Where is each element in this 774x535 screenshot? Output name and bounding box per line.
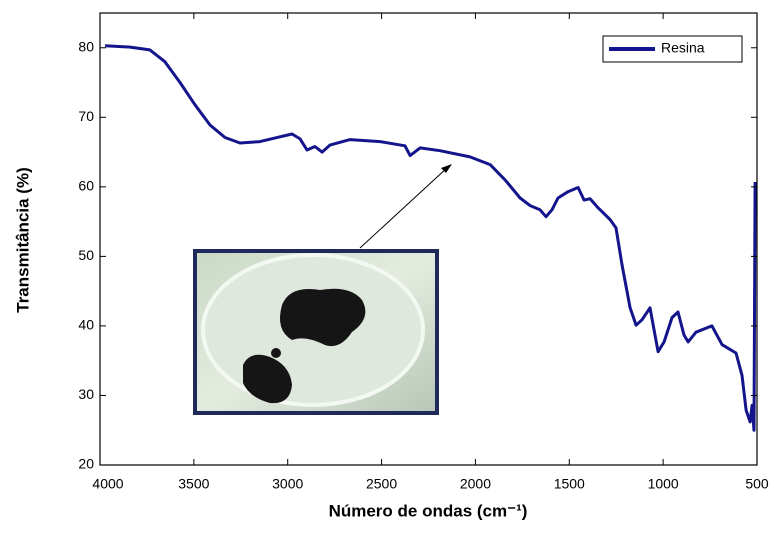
x-tick-label: 1000 bbox=[648, 476, 679, 492]
x-tick-label: 500 bbox=[745, 476, 769, 492]
y-tick-label: 40 bbox=[78, 317, 94, 333]
y-tick-label: 60 bbox=[78, 178, 94, 194]
y-tick-label: 20 bbox=[78, 456, 94, 472]
y-tick-label: 80 bbox=[78, 38, 94, 54]
x-tick-label: 3000 bbox=[272, 476, 303, 492]
sample bbox=[271, 348, 281, 358]
y-tick-label: 30 bbox=[78, 386, 94, 402]
page: {"chart_data": {"type": "line", "x_label… bbox=[0, 0, 774, 535]
y-tick-label: 70 bbox=[78, 108, 94, 124]
x-tick-label: 2500 bbox=[366, 476, 397, 492]
x-tick-label: 2000 bbox=[460, 476, 491, 492]
y-tick-label: 50 bbox=[78, 247, 94, 263]
x-tick-label: 3500 bbox=[178, 476, 209, 492]
inset-photo bbox=[195, 164, 452, 413]
x-tick-label: 1500 bbox=[554, 476, 585, 492]
legend-label: Resina bbox=[661, 40, 705, 56]
y-axis-title: Transmitância (%) bbox=[13, 167, 32, 313]
arrow bbox=[360, 167, 448, 248]
x-tick-label: 4000 bbox=[92, 476, 123, 492]
chart: Número de ondas (cm⁻¹) Transmitância (%)… bbox=[0, 0, 774, 535]
x-axis-title: Número de ondas (cm⁻¹) bbox=[329, 501, 528, 520]
